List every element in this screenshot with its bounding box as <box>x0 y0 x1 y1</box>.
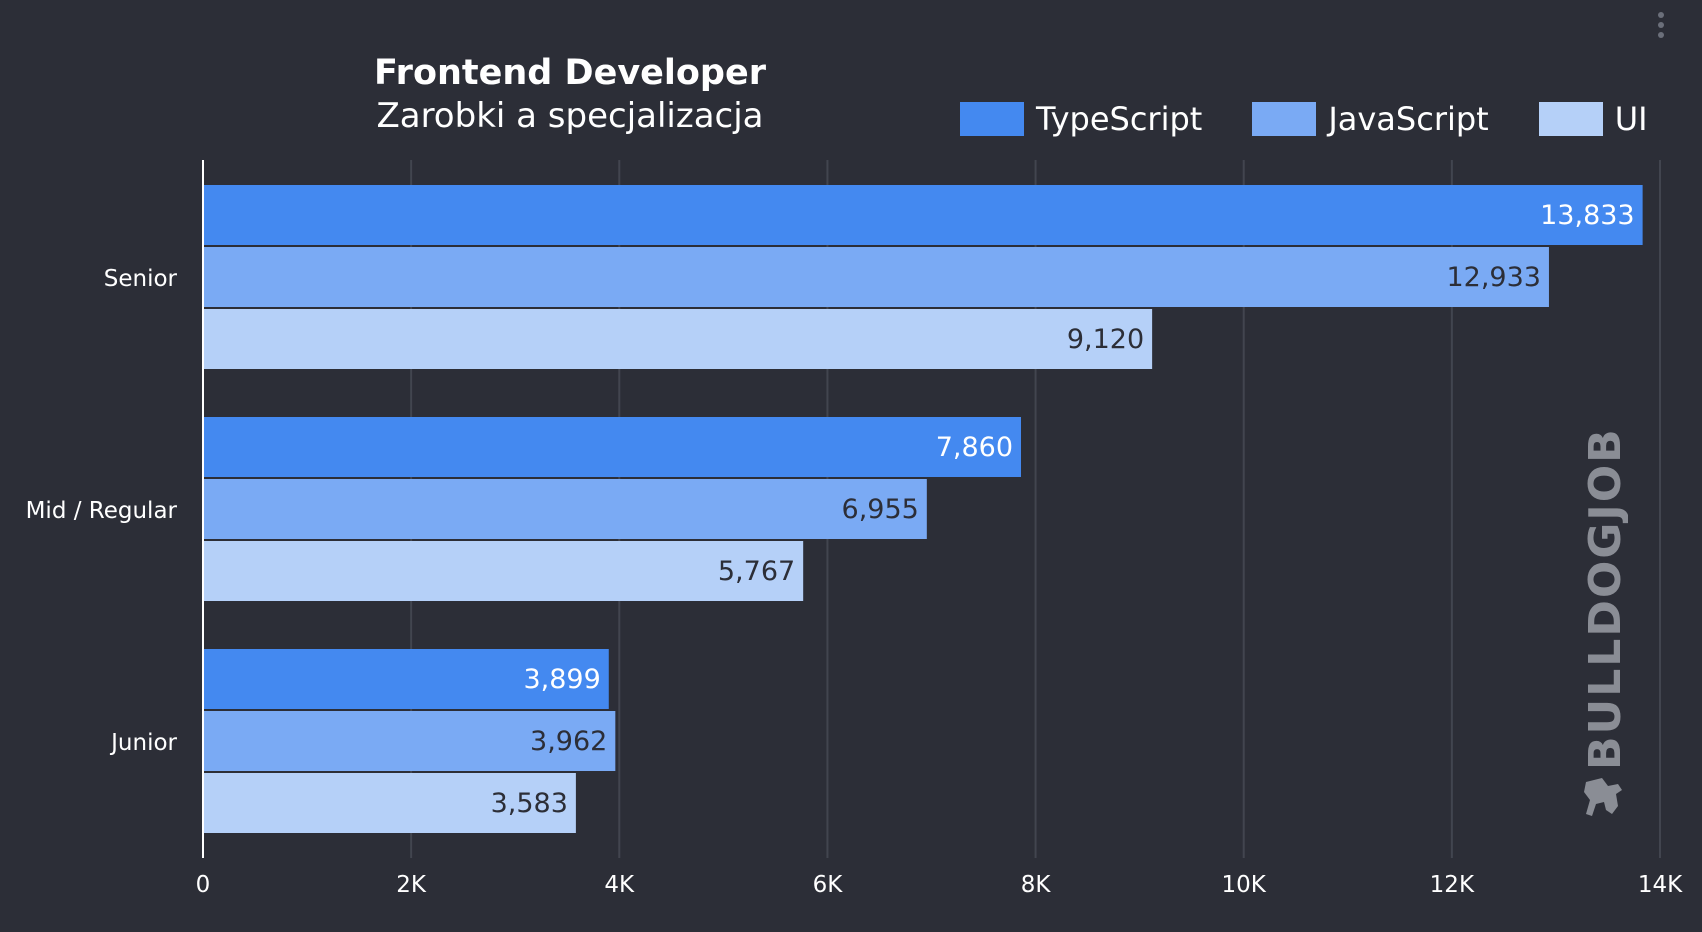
x-tick-label: 2K <box>396 872 427 898</box>
chart-legend: TypeScript JavaScript UI <box>960 100 1648 138</box>
bar-value-label: 3,899 <box>523 664 600 695</box>
bar-value-label: 6,955 <box>842 494 919 525</box>
bar-ui-0 <box>203 309 1153 369</box>
menu-dot <box>1658 32 1664 38</box>
chart-subtitle: Zarobki a specjalizacja <box>376 96 764 136</box>
bar-value-label: 12,933 <box>1446 262 1540 293</box>
bar-value-label: 3,962 <box>530 726 607 757</box>
x-tick-label: 14K <box>1638 872 1683 898</box>
bar-value-label: 3,583 <box>491 788 568 819</box>
menu-dot <box>1658 22 1664 28</box>
bar-javascript-2 <box>203 711 616 771</box>
legend-label-typescript: TypeScript <box>1036 100 1203 138</box>
legend-item-typescript[interactable]: TypeScript <box>960 100 1202 138</box>
bar-javascript-1 <box>203 479 927 539</box>
bar-typescript-1 <box>203 417 1022 477</box>
legend-label-javascript: JavaScript <box>1328 100 1489 138</box>
category-label: Junior <box>109 730 177 756</box>
bar-value-label: 7,860 <box>936 432 1013 463</box>
category-label: Senior <box>104 266 178 292</box>
legend-swatch-javascript <box>1252 102 1317 136</box>
chart-title: Frontend Developer <box>374 53 766 93</box>
x-tick-label: 8K <box>1021 872 1052 898</box>
x-tick-label: 6K <box>813 872 844 898</box>
bar-value-label: 5,767 <box>718 556 795 587</box>
chart-heading: Frontend Developer Zarobki a specjalizac… <box>340 52 800 138</box>
legend-swatch-typescript <box>960 102 1024 136</box>
x-tick-label: 4K <box>604 872 635 898</box>
menu-dot <box>1658 12 1664 18</box>
legend-swatch-ui <box>1538 102 1603 136</box>
bar-javascript-0 <box>203 247 1549 307</box>
legend-item-javascript[interactable]: JavaScript <box>1252 100 1489 138</box>
bar-ui-1 <box>203 541 804 601</box>
menu-icon[interactable] <box>1657 12 1665 42</box>
x-tick-label: 12K <box>1430 872 1475 898</box>
legend-label-ui: UI <box>1614 100 1648 138</box>
legend-item-ui[interactable]: UI <box>1538 100 1648 138</box>
bar-typescript-2 <box>203 649 609 709</box>
x-tick-label: 10K <box>1222 872 1267 898</box>
bar-value-label: 9,120 <box>1067 324 1144 355</box>
bar-value-label: 13,833 <box>1540 200 1634 231</box>
bar-ui-2 <box>203 773 576 833</box>
category-label: Mid / Regular <box>26 498 178 524</box>
bar-typescript-0 <box>203 185 1643 245</box>
x-tick-label: 0 <box>196 872 211 898</box>
